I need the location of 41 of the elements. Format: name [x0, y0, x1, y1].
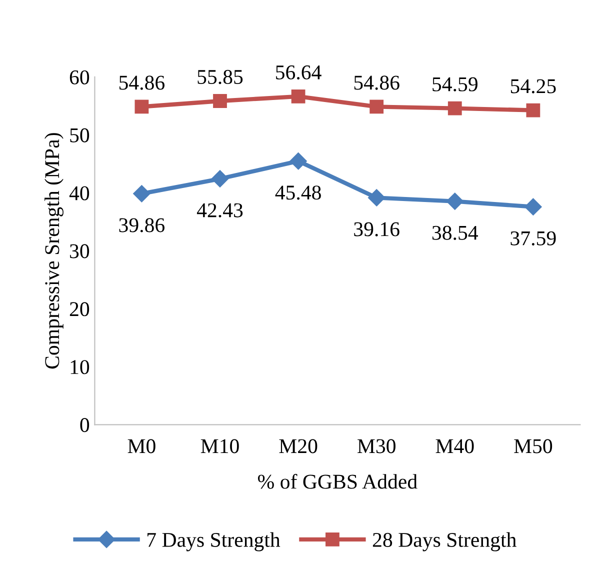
y-tick-label: 40 — [69, 186, 90, 200]
point — [291, 89, 306, 104]
x-tick-label: M0 — [128, 439, 156, 454]
x-tick-label: M10 — [200, 439, 239, 454]
x-tick-label: M40 — [436, 439, 474, 454]
point — [368, 189, 386, 206]
y-tick-label: 60 — [70, 70, 90, 84]
point — [524, 198, 542, 216]
point — [526, 103, 540, 118]
data-label: 55.85 — [198, 70, 243, 84]
y-tick-label: 30 — [70, 244, 90, 258]
point — [290, 152, 307, 170]
data-label: 45.48 — [275, 186, 321, 200]
data-label: 37.59 — [510, 231, 556, 246]
point — [133, 185, 150, 202]
y-axis-title: Compressive Srength (MPa) — [44, 133, 64, 369]
legend-label: 28 Days Strength — [372, 532, 516, 552]
point — [370, 100, 384, 114]
x-tick-label: M20 — [279, 439, 318, 454]
y-tick-label: 20 — [70, 302, 90, 316]
legend-label: 7 Days Strength — [148, 532, 280, 552]
point — [213, 94, 227, 108]
data-label: 54.86 — [354, 76, 400, 90]
data-label: 38.54 — [432, 226, 478, 240]
data-label: 54.86 — [119, 76, 165, 90]
data-label: 56.64 — [276, 65, 322, 80]
data-label: 54.59 — [432, 77, 478, 92]
data-label: 42.43 — [196, 203, 243, 218]
y-tick-label: 50 — [70, 128, 90, 142]
point — [134, 100, 149, 114]
point — [448, 101, 462, 116]
x-tick-label: M30 — [358, 439, 396, 454]
x-tick-label: M50 — [514, 439, 552, 454]
data-label: 39.16 — [354, 222, 400, 236]
y-tick-label: 0 — [80, 418, 90, 432]
y-tick-label: 10 — [70, 360, 90, 374]
data-label: 39.86 — [119, 218, 165, 232]
data-label: 54.25 — [510, 79, 556, 94]
x-axis-title: % of GGBS Added — [258, 474, 418, 489]
point — [446, 192, 464, 210]
point — [211, 170, 229, 188]
